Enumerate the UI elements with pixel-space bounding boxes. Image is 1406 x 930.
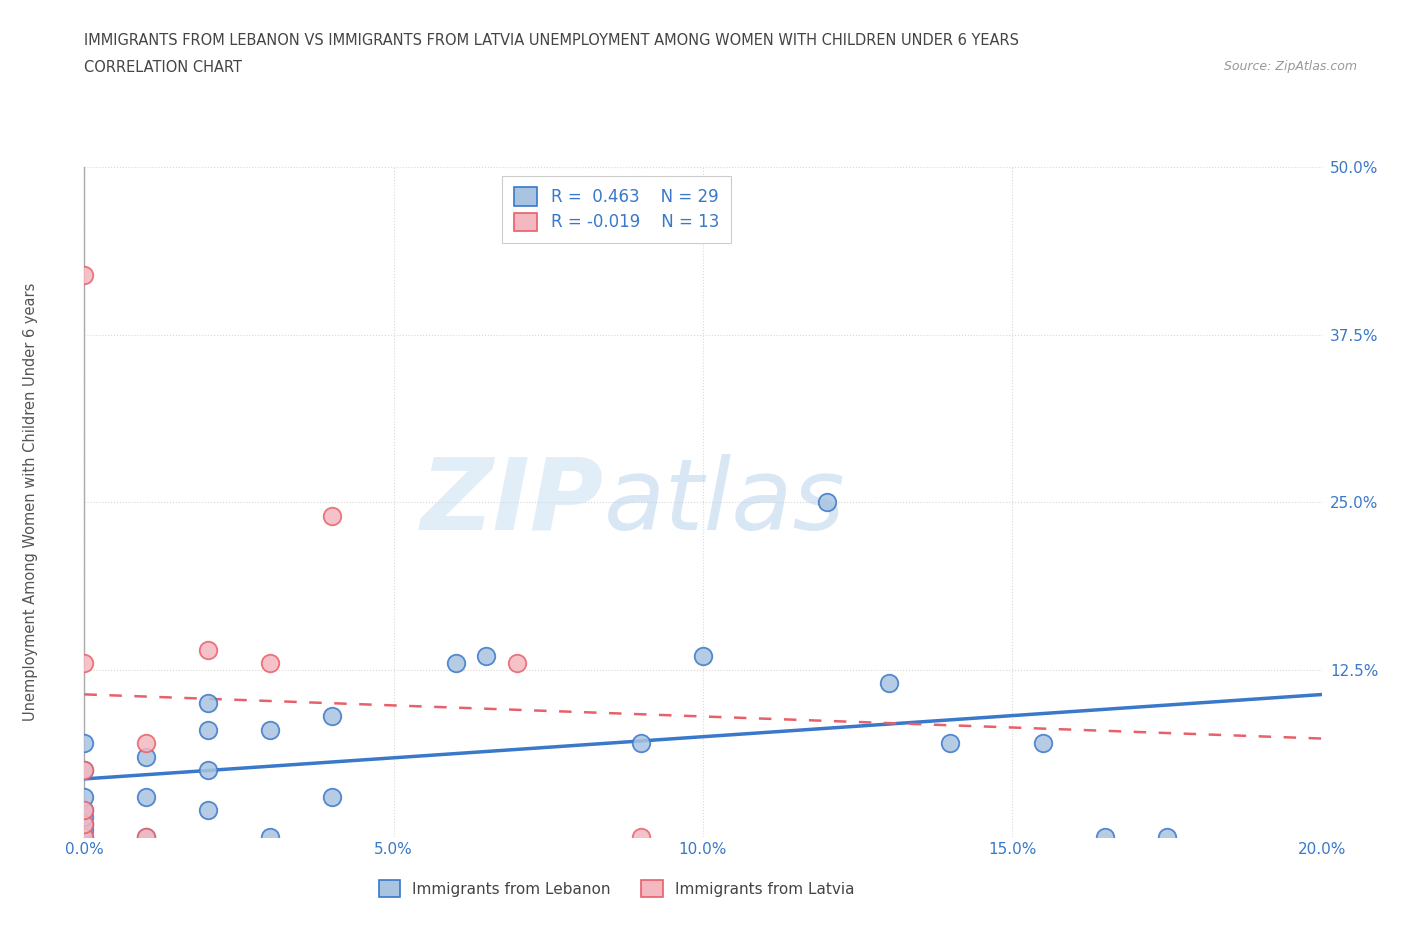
Point — [73, 809, 96, 824]
Point — [73, 803, 96, 817]
Point — [877, 675, 900, 690]
Point — [73, 823, 96, 838]
Point — [475, 649, 498, 664]
Point — [135, 736, 157, 751]
Point — [506, 656, 529, 671]
Point — [815, 495, 838, 510]
Point — [73, 790, 96, 804]
Point — [630, 736, 652, 751]
Text: Source: ZipAtlas.com: Source: ZipAtlas.com — [1223, 60, 1357, 73]
Point — [135, 790, 157, 804]
Point — [1032, 736, 1054, 751]
Point — [197, 723, 219, 737]
Point — [73, 763, 96, 777]
Point — [259, 830, 281, 844]
Point — [321, 508, 343, 523]
Point — [135, 830, 157, 844]
Text: atlas: atlas — [605, 454, 845, 551]
Point — [73, 817, 96, 831]
Point — [135, 830, 157, 844]
Point — [73, 267, 96, 282]
Legend: Immigrants from Lebanon, Immigrants from Latvia: Immigrants from Lebanon, Immigrants from… — [373, 874, 860, 903]
Point — [73, 763, 96, 777]
Text: Unemployment Among Women with Children Under 6 years: Unemployment Among Women with Children U… — [24, 283, 38, 722]
Point — [321, 709, 343, 724]
Text: ZIP: ZIP — [420, 454, 605, 551]
Point — [73, 817, 96, 831]
Point — [73, 736, 96, 751]
Point — [73, 803, 96, 817]
Text: CORRELATION CHART: CORRELATION CHART — [84, 60, 242, 75]
Point — [630, 830, 652, 844]
Point — [197, 642, 219, 657]
Point — [321, 790, 343, 804]
Point — [259, 656, 281, 671]
Point — [73, 830, 96, 844]
Point — [135, 750, 157, 764]
Point — [259, 723, 281, 737]
Point — [73, 830, 96, 844]
Point — [1156, 830, 1178, 844]
Point — [1094, 830, 1116, 844]
Point — [692, 649, 714, 664]
Point — [197, 803, 219, 817]
Point — [197, 696, 219, 711]
Point — [444, 656, 467, 671]
Point — [197, 763, 219, 777]
Point — [73, 656, 96, 671]
Text: IMMIGRANTS FROM LEBANON VS IMMIGRANTS FROM LATVIA UNEMPLOYMENT AMONG WOMEN WITH : IMMIGRANTS FROM LEBANON VS IMMIGRANTS FR… — [84, 33, 1019, 47]
Point — [939, 736, 962, 751]
